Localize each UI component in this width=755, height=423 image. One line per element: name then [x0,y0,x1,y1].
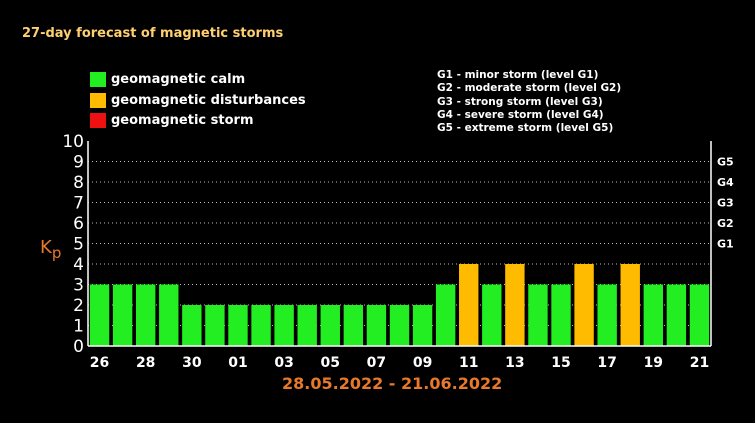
legend-item-disturbances: geomagnetic disturbances [90,92,306,108]
scale-note-g2: G2 - moderate storm (level G2) [437,82,622,95]
storm-level-label: G2 [717,217,734,230]
bar [89,284,110,346]
y-axis-label: Kp [40,237,61,262]
y-tick-label: 2 [73,296,84,316]
bar [135,284,156,346]
bar [274,305,294,346]
x-tick-label: 28 [136,355,155,371]
bar [574,264,594,346]
date-range: 28.05.2022 - 21.06.2022 [282,374,503,393]
bar [389,305,410,346]
bar [551,284,571,346]
bar [528,284,548,346]
scale-note-g5: G5 - extreme storm (level G5) [437,122,614,135]
bar [505,264,525,346]
x-tick-label: 13 [505,355,524,371]
scale-note-g1: G1 - minor storm (level G1) [437,69,599,81]
x-tick-label: 17 [597,355,616,371]
bar [297,305,317,346]
scale-note-g3: G3 - strong storm (level G3) [437,95,603,108]
x-tick-label: 19 [644,355,663,371]
bar [343,305,364,346]
y-tick-label: 1 [73,317,84,337]
y-tick-label: 7 [73,194,84,214]
bar [251,305,271,346]
calm-swatch [90,71,106,87]
y-tick-label: 6 [73,214,84,234]
bar [112,284,133,346]
bar [320,305,340,346]
x-tick-label: 03 [274,355,293,371]
y-tick-label: 0 [73,337,84,357]
y-tick-label: 8 [73,173,84,193]
bar [159,284,179,346]
bar [435,284,456,346]
bar [182,305,202,346]
bar [366,305,387,346]
x-tick-label: 11 [459,355,478,371]
bar [459,264,479,346]
y-tick-label: 10 [62,132,84,152]
legend-item-calm: geomagnetic calm [90,71,245,87]
storm-level-label: G5 [717,156,734,169]
disturbance-swatch [90,92,106,108]
y-tick-label: 9 [73,153,84,173]
x-tick-label: 07 [367,355,386,371]
storm-level-label: G3 [717,197,734,210]
storm-scale-notes: G1 - minor storm (level G1) G2 - moderat… [437,69,621,135]
storm-level-label: G1 [717,238,734,251]
storm-level-label: G4 [717,176,734,189]
bar [205,305,225,346]
chart-title: 27-day forecast of magnetic storms [22,26,284,41]
bar [620,264,640,346]
y-tick-label: 3 [73,276,84,296]
x-tick-label: 21 [690,355,709,371]
bar [643,284,664,346]
legend-label-storm: geomagnetic storm [111,112,254,128]
y-tick-label: 4 [73,255,84,275]
legend-label-calm: geomagnetic calm [111,71,246,87]
x-tick-label: 09 [413,355,432,371]
x-tick-label: 30 [182,355,202,371]
bar [597,284,617,346]
storm-swatch [90,112,106,128]
legend-label-disturbances: geomagnetic disturbances [111,92,306,108]
bar [666,284,687,346]
x-tick-label: 26 [90,355,109,371]
x-tick-label: 15 [551,355,570,371]
bar [689,284,710,346]
bar [482,284,502,346]
x-tick-label: 05 [321,355,340,371]
x-tick-label: 01 [228,355,247,371]
scale-note-g4: G4 - severe storm (level G4) [437,108,604,121]
bar [412,305,433,346]
y-tick-label: 5 [73,235,84,255]
bar [228,305,248,346]
legend-item-storm: geomagnetic storm [90,112,254,128]
